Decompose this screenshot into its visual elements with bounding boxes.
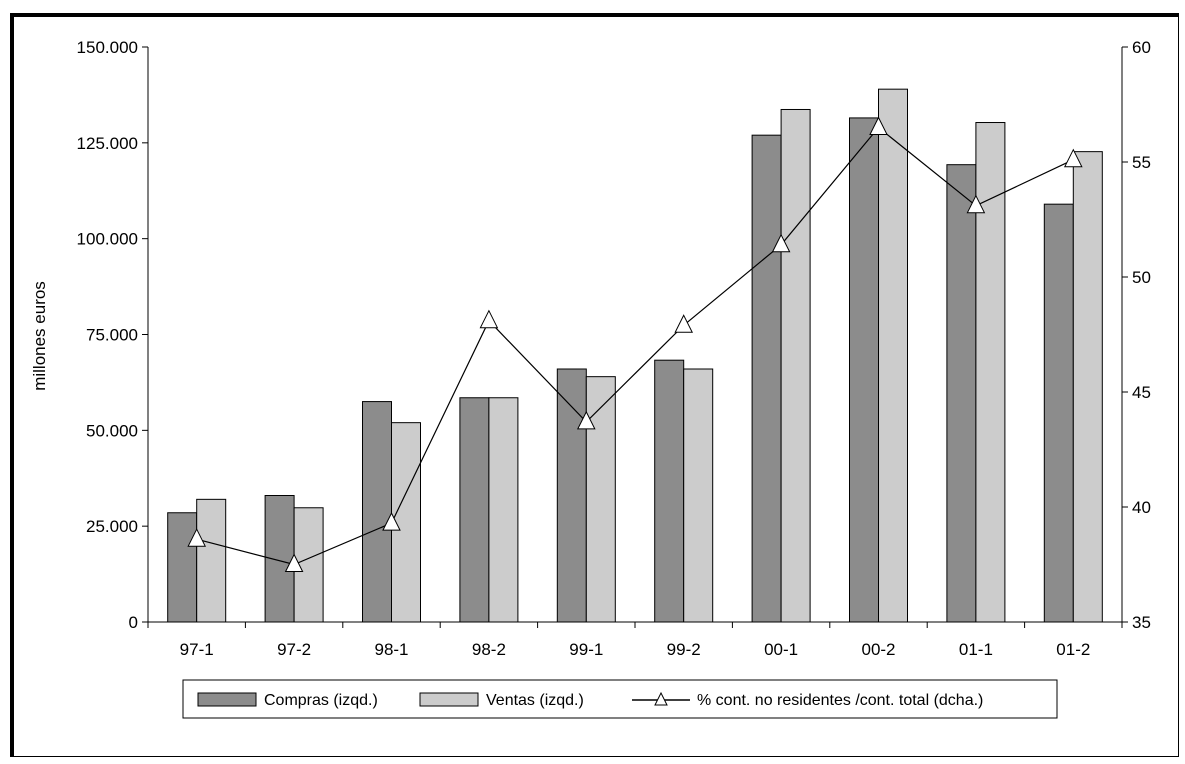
legend-box [182,679,1058,719]
bar-ventas-97-1 [196,498,227,623]
y-tick-label-right: 60 [1132,38,1151,57]
line-marker-99-2 [674,314,694,333]
line-marker-00-2 [869,116,888,135]
y-tick-label-right: 50 [1132,268,1151,287]
bar-ventas-00-1 [780,108,811,623]
bar-compras-00-2 [849,117,879,623]
x-tick-label: 97-2 [277,640,311,659]
x-tick-label: 98-2 [472,640,506,659]
legend-triangle-marker [654,691,668,706]
x-tick-label: 00-2 [861,640,895,659]
y-tick-label-right: 35 [1132,613,1151,632]
line-marker-99-1 [576,410,596,430]
y-tick-label-left: 50.000 [86,421,138,440]
line-marker-98-2 [479,309,499,329]
legend-label-compras: Compras (izqd.) [264,692,378,709]
line-marker-97-2 [284,553,304,572]
y-tick-label-left: 125.000 [77,134,138,153]
legend: Compras (izqd.) Ventas (izqd.) % cont. n… [182,679,1058,719]
bar-ventas-99-1 [585,376,616,623]
y-tick-label-left: 75.000 [86,326,138,345]
line-marker-01-1 [966,194,986,214]
line-porcentaje [196,126,1074,566]
plot-area: 0 25.000 50.000 75.000 100.000 125.000 150.000… [77,38,1151,659]
legend-swatch-compras [197,692,257,707]
bar-compras-00-1 [751,134,782,623]
y-tick-label-right: 45 [1132,383,1151,402]
x-tick-label: 97-1 [180,640,214,659]
chart-frame [10,13,1179,757]
bar-compras-97-2 [264,495,295,623]
line-marker-01-2 [1063,148,1083,168]
bar-compras-01-2 [1043,203,1074,623]
y-tick-label-right: 40 [1132,498,1151,517]
y-axis-label: millones euros [30,281,49,391]
bar-compras-98-2 [459,397,490,623]
x-tick-label: 01-1 [959,640,993,659]
legend-swatch-ventas [419,692,479,707]
y-tick-label-left: 25.000 [86,517,138,536]
y-tick-label-right: 55 [1132,153,1151,172]
x-tick-label: 00-1 [764,640,798,659]
line-marker-98-1 [382,511,401,531]
bar-compras-97-1 [167,512,198,623]
y-tick-label-left: 150.000 [77,38,138,57]
bar-ventas-01-1 [975,122,1006,623]
y-tick-label-left: 100.000 [77,230,138,249]
bar-ventas-99-2 [683,368,714,623]
bar-compras-99-2 [654,359,685,623]
legend-label-ventas: Ventas (izqd.) [486,692,584,709]
legend-label-porcentaje: % cont. no residentes /cont. total (dcha… [697,692,983,709]
line-marker-97-1 [187,528,207,547]
bar-ventas-98-2 [488,397,519,623]
x-tick-label: 99-2 [667,640,701,659]
bar-compras-98-1 [362,401,392,623]
x-tick-label: 99-1 [569,640,603,659]
bar-ventas-00-2 [878,88,908,623]
y-tick-label-left: 0 [129,613,138,632]
bar-ventas-01-2 [1072,151,1103,623]
bar-compras-01-1 [946,164,977,623]
line-marker-00-1 [771,233,791,253]
x-tick-label: 98-1 [374,640,408,659]
x-tick-label: 01-2 [1056,640,1090,659]
